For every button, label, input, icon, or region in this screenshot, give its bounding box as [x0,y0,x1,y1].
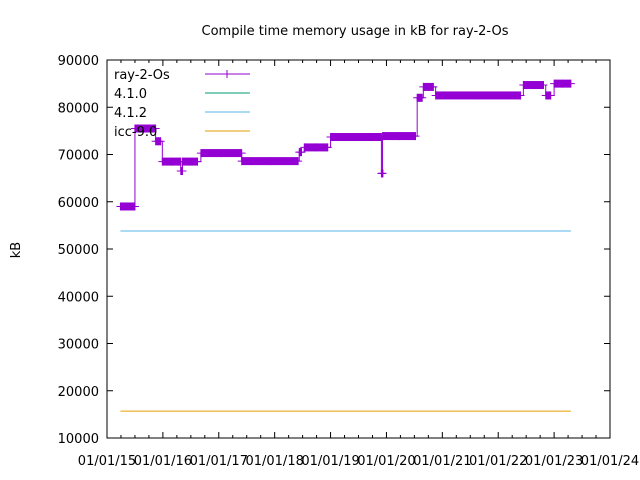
y-tick-label: 50000 [58,243,99,258]
y-tick-label: 40000 [58,290,99,305]
legend-label: 4.1.2 [114,106,147,121]
plot-border [106,59,611,439]
x-tick-label: 01/01/15 [78,454,136,469]
y-tick-label: 30000 [58,338,99,353]
x-tick-label: 01/01/17 [190,454,248,469]
x-tick-label: 01/01/22 [469,454,527,469]
x-tick-label: 01/01/21 [413,454,471,469]
x-tick-label: 01/01/20 [357,454,415,469]
y-tick-label: 80000 [58,101,99,116]
chart-title: Compile time memory usage in kB for ray-… [202,24,509,39]
y-axis-label: kB [9,242,24,258]
y-tick-label: 10000 [58,432,99,447]
x-tick-label: 01/01/23 [525,454,583,469]
legend-marker [223,70,231,78]
legend-label: 4.1.0 [114,87,147,102]
y-tick-label: 60000 [58,196,99,211]
legend-label: icc-9.0 [114,125,157,140]
x-tick-label: 01/01/24 [581,454,639,469]
x-tick-label: 01/01/16 [134,454,192,469]
x-tick-label: 01/01/18 [245,454,303,469]
x-tick-label: 01/01/19 [301,454,359,469]
legend-label: ray-2-Os [114,68,170,83]
y-tick-label: 90000 [58,54,99,69]
y-tick-label: 70000 [58,149,99,164]
y-tick-label: 20000 [58,385,99,400]
series-line-ray-2-Os [120,83,571,207]
